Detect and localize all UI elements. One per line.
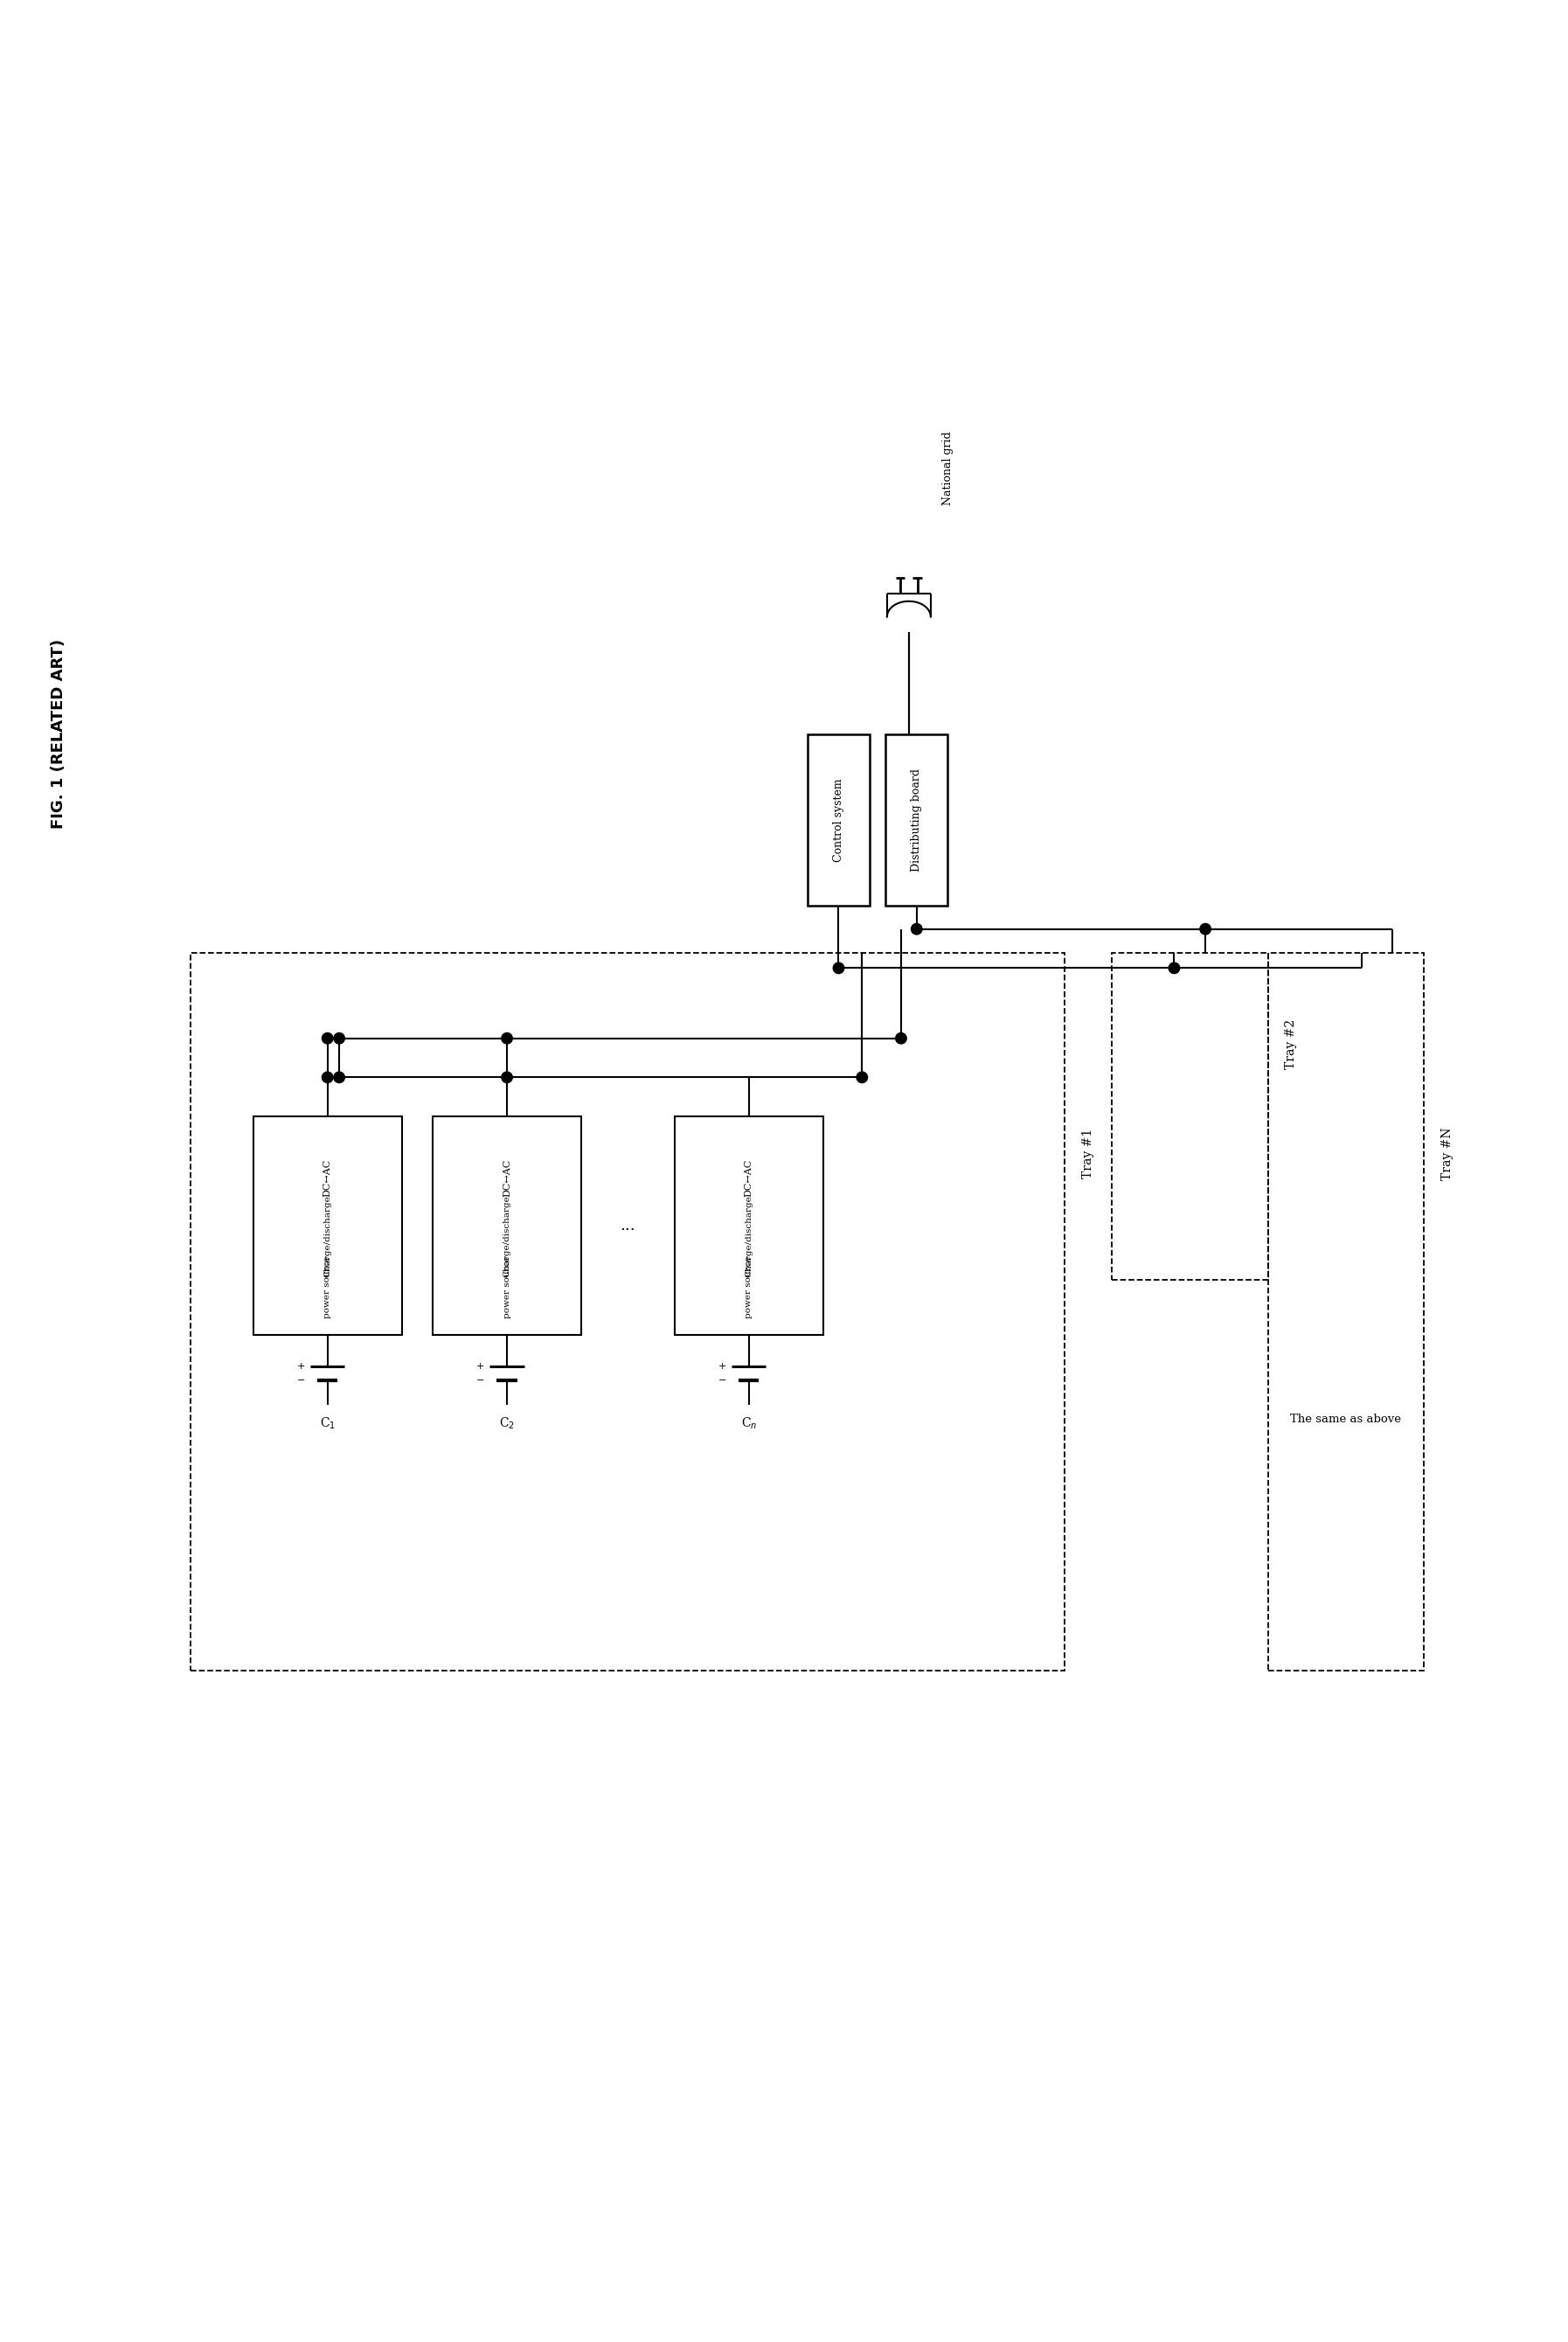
Text: Tray #N: Tray #N	[1441, 1127, 1454, 1180]
Text: Charge/discharge: Charge/discharge	[503, 1194, 511, 1276]
Circle shape	[321, 1033, 332, 1045]
Text: power source: power source	[503, 1255, 511, 1319]
Text: Distributing board: Distributing board	[911, 768, 922, 871]
Circle shape	[334, 1073, 345, 1082]
Text: ...: ...	[621, 1218, 635, 1234]
Text: C$_n$: C$_n$	[742, 1417, 757, 1431]
Circle shape	[321, 1073, 332, 1082]
Text: +: +	[296, 1361, 306, 1370]
Text: DC↔AC: DC↔AC	[323, 1159, 332, 1197]
Text: −: −	[718, 1375, 726, 1384]
Bar	[433, 1117, 582, 1335]
Circle shape	[1200, 923, 1210, 934]
Bar	[1112, 953, 1269, 1281]
Bar	[1269, 953, 1424, 1670]
Circle shape	[895, 1033, 906, 1045]
Text: National grid: National grid	[942, 431, 953, 506]
Bar	[254, 1117, 401, 1335]
Text: - - -: - - -	[619, 1073, 637, 1082]
Text: Charge/discharge: Charge/discharge	[323, 1194, 331, 1276]
Circle shape	[856, 1073, 867, 1082]
Circle shape	[833, 963, 844, 974]
Text: The same as above: The same as above	[1290, 1415, 1402, 1424]
Text: −: −	[296, 1375, 306, 1384]
Text: +: +	[718, 1361, 726, 1370]
Bar	[886, 733, 949, 906]
Text: Tray #1: Tray #1	[1082, 1129, 1094, 1178]
Text: −: −	[477, 1375, 485, 1384]
Text: DC↔AC: DC↔AC	[745, 1159, 753, 1197]
Text: power source: power source	[323, 1255, 331, 1319]
Bar	[808, 733, 870, 906]
Text: FIG. 1 (RELATED ART): FIG. 1 (RELATED ART)	[50, 639, 66, 829]
Circle shape	[1168, 963, 1179, 974]
Text: C$_1$: C$_1$	[320, 1417, 336, 1431]
Text: DC↔AC: DC↔AC	[503, 1159, 511, 1197]
Circle shape	[502, 1073, 513, 1082]
Text: C$_2$: C$_2$	[499, 1417, 514, 1431]
Text: power source: power source	[745, 1255, 753, 1319]
Text: Control system: Control system	[833, 778, 844, 862]
Text: +: +	[477, 1361, 485, 1370]
Circle shape	[911, 923, 922, 934]
Text: Charge/discharge: Charge/discharge	[745, 1194, 753, 1276]
Bar	[674, 1117, 823, 1335]
Circle shape	[502, 1033, 513, 1045]
Bar	[191, 953, 1065, 1670]
Circle shape	[334, 1033, 345, 1045]
Text: Tray #2: Tray #2	[1286, 1019, 1297, 1070]
